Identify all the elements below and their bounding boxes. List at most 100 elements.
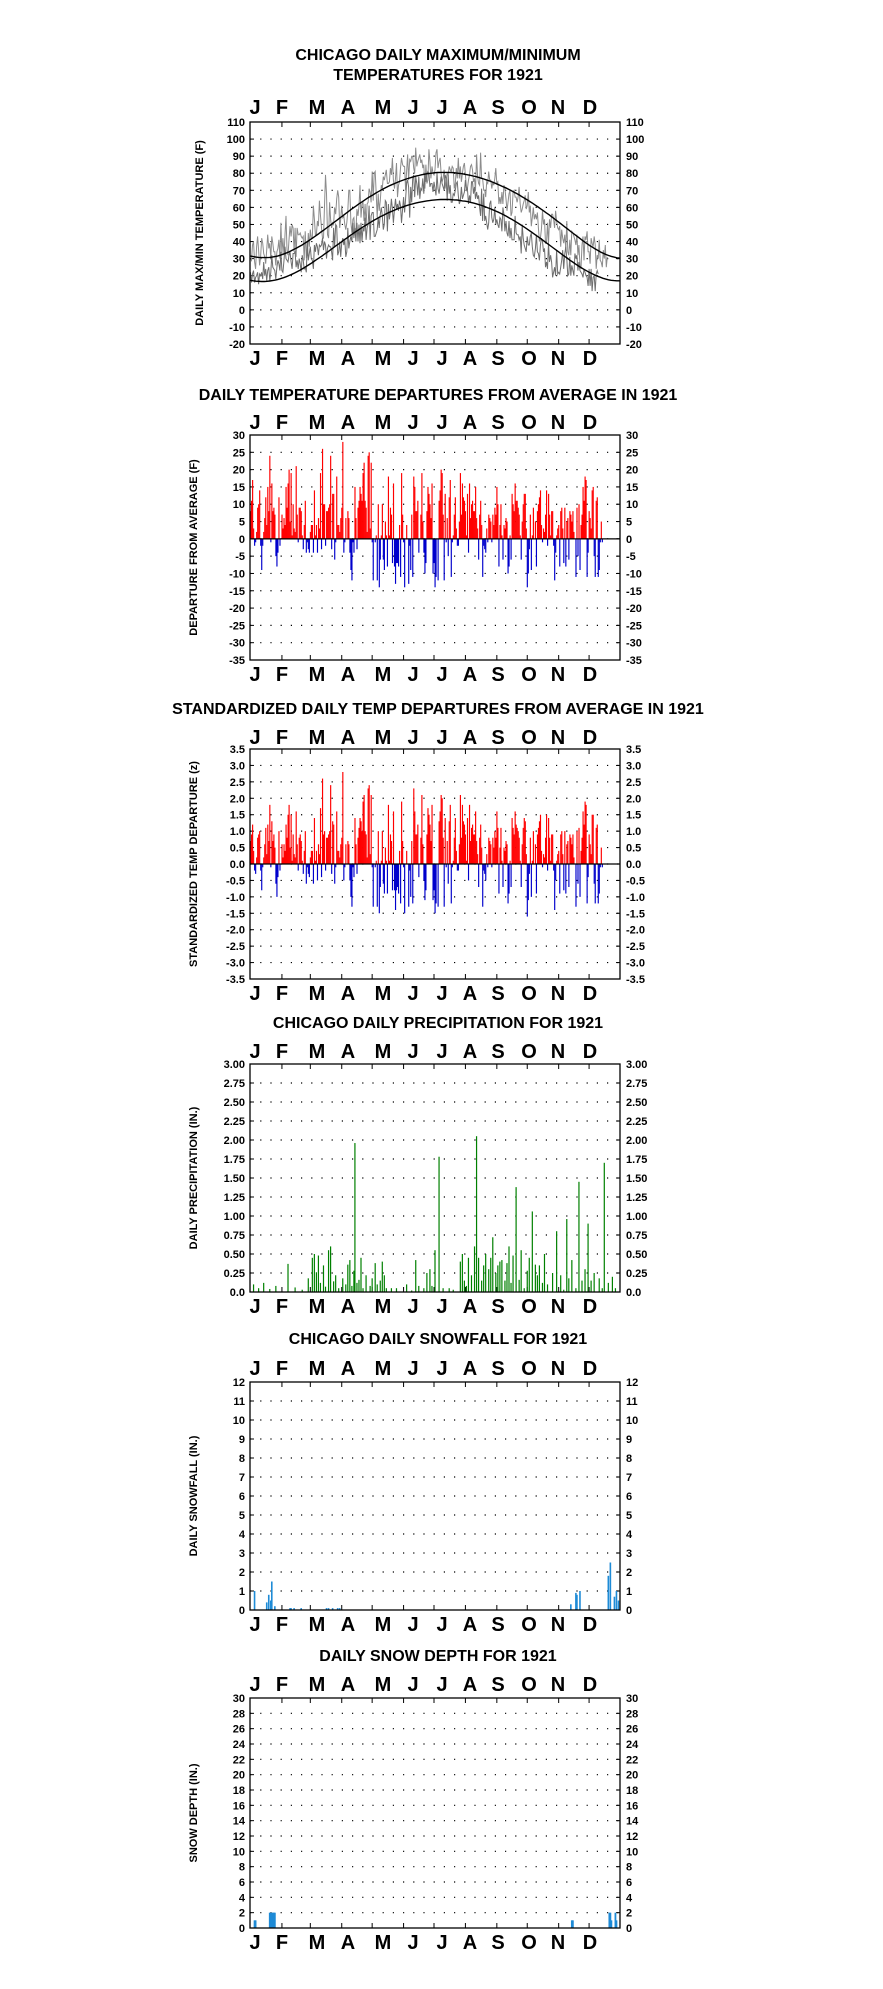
departures-bar [294,531,296,539]
standardized-ytick-left: -3.0 [226,958,245,970]
precip-bar [523,1288,525,1292]
departures-month-top-6: J [436,412,447,434]
departures-bar [351,538,353,581]
precip-bar [584,1269,586,1292]
standardized-bar [279,864,281,871]
precip-month-top-8: S [491,1041,504,1063]
departures-month-bottom-5: J [407,664,418,686]
departures-bar [565,538,567,567]
departures-bar [288,469,290,539]
departures-bar [592,486,594,539]
departures-bar [254,538,256,546]
standardized-bar [428,814,430,864]
standardized-bar [552,834,554,864]
standardized-bar [506,844,508,864]
departures-bar [369,528,371,539]
departures-bar [476,518,478,539]
precip-bar [317,1255,320,1292]
standardized-month-top-11: D [583,727,597,749]
precip-month-top-0: J [249,1041,260,1063]
standardized-bar [442,837,444,864]
departures-bar [356,538,358,550]
departures-bar [278,497,280,539]
departures-bar [283,518,285,539]
standardized-bar [290,814,292,864]
departures-bar [306,538,308,543]
standardized-bar [549,837,551,864]
departures-bar [324,504,326,539]
standardized-bar [598,864,600,894]
standardized-month-top-7: A [463,727,477,749]
precip-bar [301,1289,303,1292]
standardized-bar [496,811,498,864]
departures-bar [429,504,431,539]
precip-month-bottom-4: M [375,1296,392,1318]
departures-bar [591,490,593,539]
departures-bar [434,538,436,588]
snowdepth-bar [268,1912,271,1928]
standardized-bar [445,864,447,868]
departures-bar [418,538,420,553]
temps-month-top-5: J [407,97,418,119]
standardized-bar [579,864,581,897]
precip-ytick-right: 0.50 [626,1249,647,1261]
precip-bar [536,1275,538,1292]
standardized-bar [464,834,467,864]
temps-month-top-7: A [463,97,477,119]
standardized-ytick-right: 3.5 [626,744,641,756]
standardized-ytick-right: -3.5 [626,974,645,986]
standardized-ylabel: STANDARDIZED TEMP DEPARTURE (z) [188,761,200,967]
temps-month-bottom-5: J [407,348,418,370]
departures-title: DAILY TEMPERATURE DEPARTURES FROM AVERAG… [199,387,678,404]
standardized-bar [412,864,414,904]
snowfall-ytick-left: 6 [239,1491,245,1503]
snowdepth-month-top-10: N [551,1674,565,1696]
departures-bar [284,525,286,539]
snowdepth-bar [254,1920,257,1928]
standardized-month-top-6: J [436,727,447,749]
departures-bar [542,528,545,539]
precip-bar [333,1281,335,1292]
precip-ytick-right: 1.75 [626,1154,647,1166]
departures-bar [251,500,253,539]
departures-bar [417,500,419,539]
departures-bar [299,507,301,539]
precip-bar [603,1162,605,1292]
departures-bar [318,528,321,539]
departures-month-bottom-9: O [521,664,537,686]
standardized-bar [388,860,391,864]
snowfall-bar [615,1591,618,1610]
standardized-bar [382,864,384,884]
standardized-bar [446,841,448,864]
departures-bar [493,525,495,539]
departures-bar [355,518,357,539]
departures-ytick-right: -10 [626,568,642,580]
snowfall-month-bottom-8: S [491,1614,504,1636]
standardized-bar [491,864,493,868]
departures-bar [301,535,303,539]
standardized-ytick-left: 2.0 [230,793,245,805]
departures-bar [577,538,579,557]
standardized-bar [567,841,569,864]
precip-month-top-11: D [583,1041,597,1063]
standardized-ytick-right: 0.0 [626,859,641,871]
departures-bar [404,538,406,588]
standardized-ytick-left: 0.5 [230,843,245,855]
temps-month-bottom-4: M [375,348,392,370]
departures-bar [479,514,481,539]
departures-bar [452,535,454,539]
temps-month-bottom-8: S [491,348,504,370]
standardized-bar [423,864,425,881]
departures-bar [424,538,426,574]
snowdepth-ytick-right: 6 [626,1877,632,1889]
standardized-bar [296,844,298,864]
departures-bar [527,538,529,574]
standardized-month-top-4: M [375,727,392,749]
departures-bar [334,538,336,560]
standardized-ytick-left: 3.0 [230,760,245,772]
snowdepth-month-bottom-2: M [309,1932,326,1954]
departures-bar [536,511,539,539]
standardized-bar [351,864,353,907]
precip-month-bottom-2: M [309,1296,326,1318]
precip-bar [463,1280,465,1292]
